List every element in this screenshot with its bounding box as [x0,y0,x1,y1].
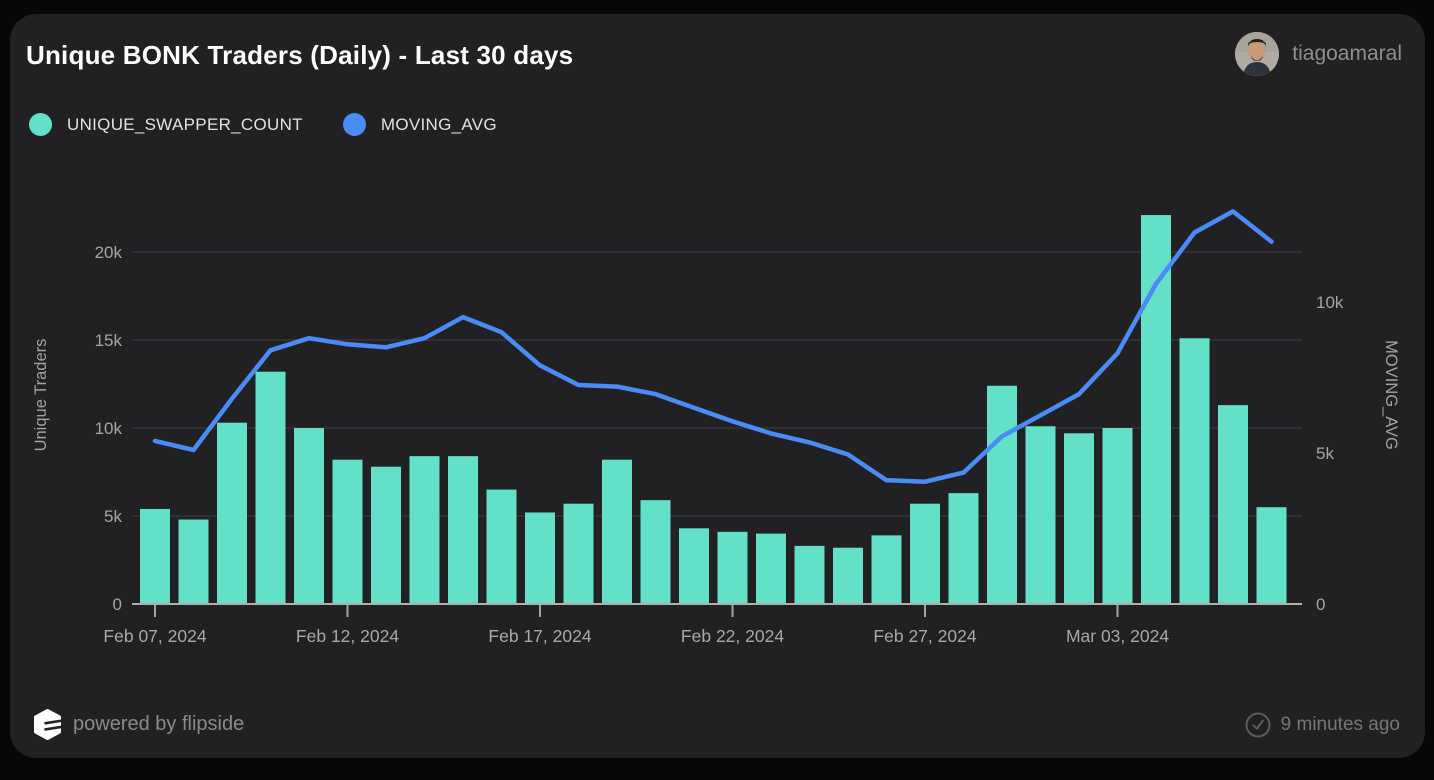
x-tick-label: Feb 07, 2024 [103,626,206,646]
powered-by-label: powered by flipside [73,713,245,735]
bar-4[interactable] [294,428,324,604]
avatar-image [1235,32,1280,76]
user-name[interactable]: tiagoamaral [1292,42,1402,65]
bar-14[interactable] [679,528,709,604]
bar-21[interactable] [948,493,979,604]
legend-label: MOVING_AVG [380,114,497,134]
x-tick-label: Feb 27, 2024 [873,626,976,646]
x-tick-label: Feb 12, 2024 [296,626,399,646]
bar-11[interactable] [563,503,594,604]
bar-5[interactable] [332,459,363,604]
bar-line-chart: Feb 07, 2024 Feb 12, 2024 Feb 17, 2024 Feb … [32,209,1400,646]
bar-20[interactable] [910,503,940,604]
bar-26[interactable] [1141,215,1171,605]
bar-10[interactable] [525,512,555,604]
powered-by[interactable]: powered by flipside [32,709,244,740]
bar-6[interactable] [371,466,401,604]
x-tick-label: Mar 03, 2024 [1066,626,1169,646]
left-axis-tick-label: 20k [95,243,123,262]
bar-28[interactable] [1218,405,1248,604]
bar-27[interactable] [1179,338,1210,604]
left-axis-tick-label: 15k [95,331,123,350]
bar-2[interactable] [217,422,247,604]
bar-7[interactable] [409,456,440,604]
chart-legend: UNIQUE_SWAPPER_COUNT MOVING_AVG [29,113,497,136]
bar-12[interactable] [602,459,632,604]
legend-item-moving-avg[interactable]: MOVING_AVG [342,113,497,136]
left-axis-tick-label: 10k [95,419,123,438]
bar-17[interactable] [794,545,825,604]
bar-1[interactable] [178,519,209,604]
bar-16[interactable] [756,533,786,604]
moving-avg-line [152,209,1274,484]
bar-15[interactable] [717,531,748,604]
x-tick-label: Feb 22, 2024 [681,626,784,646]
left-axis-title: Unique Traders [32,339,50,452]
legend-dot-blue [342,113,366,136]
bar-24[interactable] [1064,433,1094,604]
bar-3[interactable] [255,371,286,604]
bar-25[interactable] [1102,428,1133,604]
bar-23[interactable] [1025,426,1056,604]
right-axis-title: MOVING_AVG [1382,340,1400,450]
left-axis-tick-label: 5k [104,507,122,526]
bar-29[interactable] [1256,507,1287,604]
bar-9[interactable] [486,489,517,604]
legend-dot-teal [29,113,52,136]
right-axis-tick-label: 5k [1316,444,1334,463]
x-tick-label: Feb 17, 2024 [488,626,591,646]
avatar[interactable] [1235,32,1280,76]
left-axis-tick-label: 0 [113,595,122,614]
right-axis-tick-label: 0 [1316,595,1325,614]
bar-0[interactable] [140,508,170,604]
check-circle-icon [1245,712,1271,738]
flipside-logo-icon [34,709,63,740]
bar-18[interactable] [833,547,863,604]
page-title: Unique BONK Traders (Daily) - Last 30 da… [26,40,574,70]
bar-13[interactable] [640,500,671,604]
bar-19[interactable] [871,535,902,604]
bar-8[interactable] [448,456,478,604]
chart-card: Unique BONK Traders (Daily) - Last 30 da… [10,14,1425,758]
legend-item-unique-swapper-count[interactable]: UNIQUE_SWAPPER_COUNT [29,113,303,136]
last-updated-label: 9 minutes ago [1280,714,1400,735]
legend-label: UNIQUE_SWAPPER_COUNT [67,114,303,134]
last-updated[interactable]: 9 minutes ago [1245,712,1400,738]
bar-22[interactable] [987,385,1017,604]
user-badge[interactable]: tiagoamaral [1235,32,1402,76]
right-axis-tick-label: 10k [1316,293,1344,312]
